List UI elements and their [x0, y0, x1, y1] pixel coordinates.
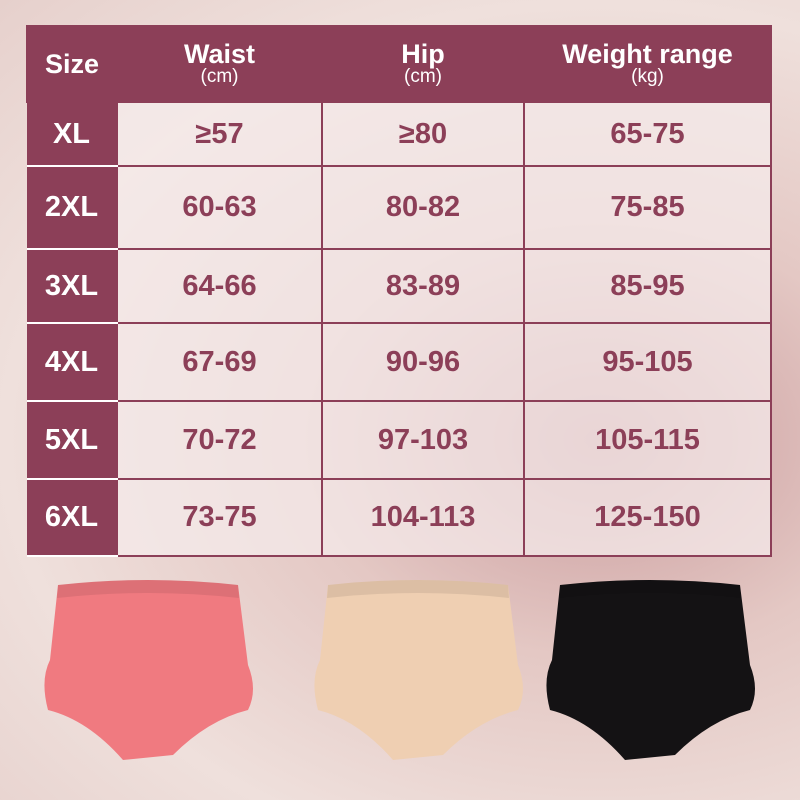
header-size: Size	[26, 25, 118, 103]
value-cell: 75-85	[523, 165, 772, 250]
value-cell: 95-105	[523, 322, 772, 402]
header-hip: Hip (cm)	[321, 25, 525, 103]
table-row: 3XL 64-66 83-89 85-95	[27, 248, 772, 324]
product-panty-2	[314, 580, 523, 760]
value-cell: 85-95	[523, 248, 772, 324]
header-row: Size Waist (cm) Hip (cm) Weight range (kg)	[26, 25, 772, 103]
waistband	[57, 580, 239, 598]
waistband	[327, 580, 509, 598]
table-row: 2XL 60-63 80-82 75-85	[27, 165, 772, 250]
value-cell: 80-82	[321, 165, 525, 250]
table-row: 5XL 70-72 97-103 105-115	[27, 400, 772, 480]
product-panty-3	[546, 580, 755, 760]
product-images	[44, 580, 755, 760]
value-cell: 65-75	[523, 101, 772, 167]
value-cell: 70-72	[116, 400, 323, 480]
value-cell: 60-63	[116, 165, 323, 250]
value-cell: 125-150	[523, 478, 772, 557]
size-cell: 5XL	[27, 400, 117, 480]
value-cell: 73-75	[116, 478, 323, 557]
table-row: XL ≥57 ≥80 65-75	[27, 101, 772, 167]
value-cell: ≥57	[116, 101, 323, 167]
size-cell: XL	[27, 101, 117, 167]
value-cell: 97-103	[321, 400, 525, 480]
value-cell: 67-69	[116, 322, 323, 402]
size-cell: 6XL	[27, 478, 117, 557]
value-cell: ≥80	[321, 101, 525, 167]
size-cell: 3XL	[27, 248, 117, 324]
size-cell: 2XL	[27, 165, 117, 250]
size-cell: 4XL	[27, 322, 117, 402]
value-cell: 90-96	[321, 322, 525, 402]
header-weight: Weight range (kg)	[523, 25, 772, 103]
value-cell: 105-115	[523, 400, 772, 480]
value-cell: 83-89	[321, 248, 525, 324]
table-row: 6XL 73-75 104-113 125-150	[27, 478, 772, 557]
value-cell: 64-66	[116, 248, 323, 324]
header-waist: Waist (cm)	[116, 25, 323, 103]
waistband	[559, 580, 741, 598]
size-chart-table: Size Waist (cm) Hip (cm) Weight range (kg) …	[26, 25, 772, 557]
product-panty-1	[44, 580, 253, 760]
value-cell: 104-113	[321, 478, 525, 557]
table-row: 4XL 67-69 90-96 95-105	[27, 322, 772, 402]
